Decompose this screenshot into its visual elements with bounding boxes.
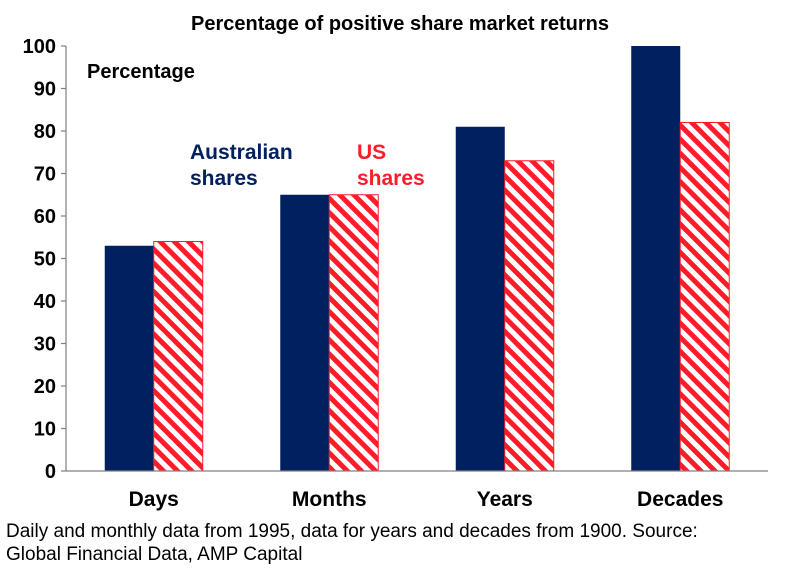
y-tick-label-10: 10 xyxy=(34,419,56,441)
legend-australian-line-1: Australian xyxy=(190,141,293,164)
y-tick-label-100: 100 xyxy=(23,36,56,58)
y-tick-label-60: 60 xyxy=(34,206,56,228)
y-tick-label-50: 50 xyxy=(34,249,56,271)
footnote-line-1: Daily and monthly data from 1995, data f… xyxy=(6,521,698,542)
bar-australian-years xyxy=(455,126,505,471)
chart-title: Percentage of positive share market retu… xyxy=(191,13,609,35)
legend-australian-line-2: shares xyxy=(190,167,258,190)
x-ticks-group: Days Months Years Decades xyxy=(129,488,724,511)
legend-label-us-shares: US shares xyxy=(357,141,425,190)
legend-label-australian-shares: Australian shares xyxy=(190,141,299,190)
y-tick-label-90: 90 xyxy=(34,79,56,101)
y-tick-label-30: 30 xyxy=(34,334,56,356)
bar-us-years xyxy=(504,160,555,472)
bar-australian-months xyxy=(280,194,330,471)
bar-us-months xyxy=(328,194,379,472)
bar-australian-days xyxy=(104,245,154,471)
x-tick-label-months: Months xyxy=(292,488,367,511)
y-ticks-group: 0 10 20 30 40 50 60 70 80 90 100 xyxy=(23,36,66,483)
bars-group xyxy=(104,46,730,472)
legend-us-line-1: US xyxy=(357,141,386,164)
footnote: Daily and monthly data from 1995, data f… xyxy=(6,520,796,566)
y-tick-label-80: 80 xyxy=(34,121,56,143)
bar-us-decades xyxy=(679,122,730,472)
y-tick-label-70: 70 xyxy=(34,164,56,186)
y-tick-label-0: 0 xyxy=(45,461,56,483)
footnote-line-2: Global Financial Data, AMP Capital xyxy=(6,544,303,565)
bar-us-days xyxy=(153,241,204,472)
bar-chart: Percentage of positive share market retu… xyxy=(23,13,768,511)
y-axis-label: Percentage xyxy=(87,61,195,83)
legend-us-line-2: shares xyxy=(357,167,425,190)
y-tick-label-40: 40 xyxy=(34,291,56,313)
x-tick-label-days: Days xyxy=(129,488,179,511)
x-tick-label-years: Years xyxy=(477,488,533,511)
y-tick-label-20: 20 xyxy=(34,376,56,398)
x-tick-label-decades: Decades xyxy=(637,488,723,511)
bar-australian-decades xyxy=(631,46,681,471)
